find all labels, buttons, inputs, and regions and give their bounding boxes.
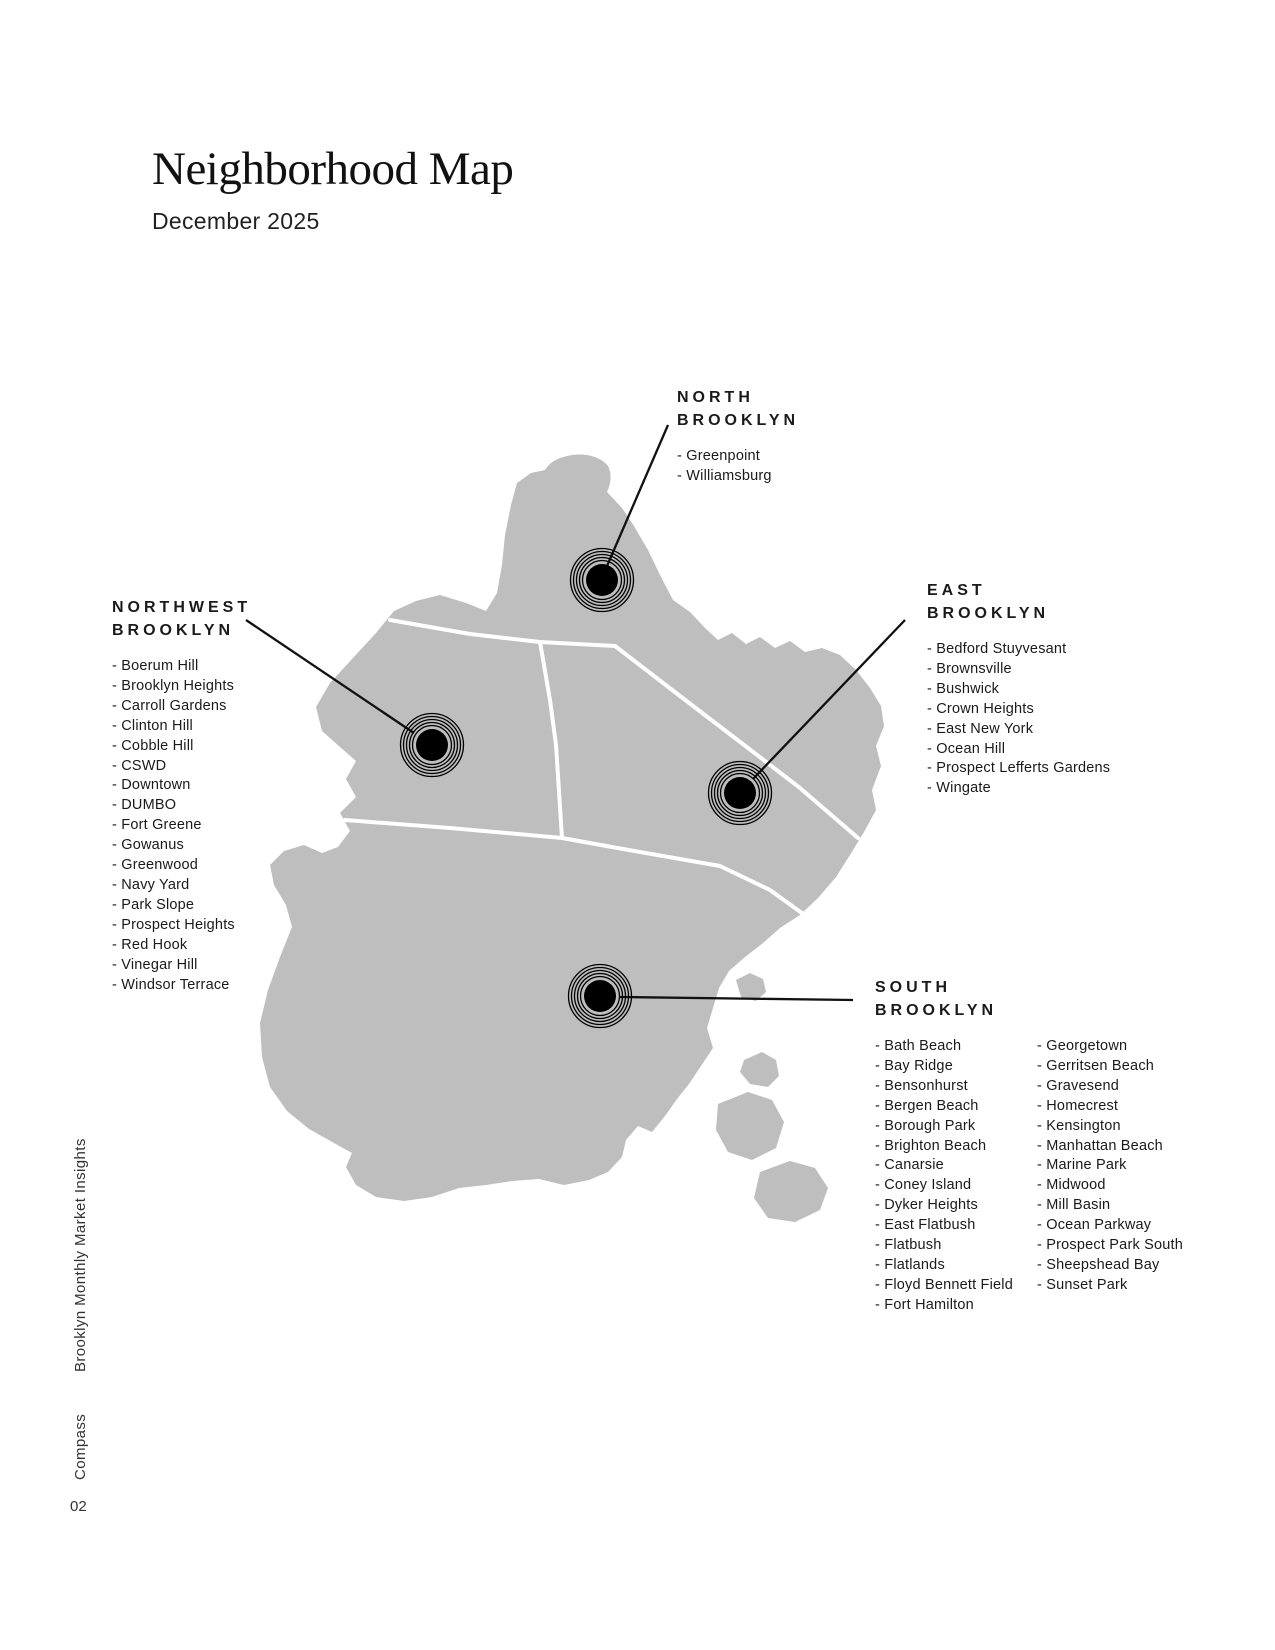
neighborhood-item: - Fort Hamilton bbox=[875, 1296, 974, 1313]
island bbox=[736, 973, 766, 1001]
neighborhood-item: - Homecrest bbox=[1037, 1097, 1119, 1114]
region-border-south bbox=[343, 818, 808, 918]
neighborhood-item: - Bay Ridge bbox=[875, 1057, 953, 1074]
neighborhood-item: - Bedford Stuyvesant bbox=[927, 641, 1067, 657]
region-border-north bbox=[388, 618, 617, 648]
neighborhood-item: - Prospect Heights bbox=[112, 916, 235, 933]
neighborhood-item: - Canarsie bbox=[875, 1157, 944, 1174]
page-title: Neighborhood Map bbox=[152, 143, 514, 195]
region-heading-south: SOUTH BROOKLYN bbox=[875, 979, 998, 1019]
region-border-northwest-east bbox=[538, 640, 564, 840]
neighborhood-item: - East New York bbox=[927, 720, 1034, 737]
neighborhood-item: - Windsor Terrace bbox=[112, 976, 230, 993]
neighborhood-item: - Clinton Hill bbox=[112, 717, 193, 734]
region-heading-northwest: NORTHWEST BROOKLYN bbox=[112, 599, 252, 639]
neighborhood-item: - Kensington bbox=[1037, 1117, 1121, 1134]
page-number: 02 bbox=[70, 1498, 87, 1515]
neighborhood-item: - Bensonhurst bbox=[875, 1077, 968, 1094]
region-heading-east: EAST BROOKLYN bbox=[927, 582, 1050, 622]
neighborhood-list-east: - Bedford Stuyvesant - Brownsville - Bushw… bbox=[927, 640, 1110, 799]
brooklyn-map-silhouette bbox=[260, 454, 884, 1202]
neighborhood-item: - Marine Park bbox=[1037, 1157, 1127, 1174]
neighborhood-item: - Vinegar Hill bbox=[112, 956, 198, 973]
leader-line-east bbox=[752, 619, 906, 780]
island bbox=[740, 1052, 779, 1087]
neighborhood-item: - DUMBO bbox=[112, 797, 177, 814]
neighborhood-item: - Ocean Parkway bbox=[1037, 1217, 1152, 1234]
neighborhood-item: - Cobble Hill bbox=[112, 737, 194, 754]
region-border-east-diagonal bbox=[613, 644, 860, 840]
region-marker-south bbox=[567, 963, 633, 1029]
region-marker-east bbox=[707, 760, 773, 826]
report-name-vertical: Brooklyn Monthly Market Insights bbox=[72, 1138, 89, 1372]
neighborhood-item: - Gerritsen Beach bbox=[1037, 1057, 1155, 1074]
neighborhood-item: - Midwood bbox=[1037, 1177, 1106, 1194]
leader-line-northwest bbox=[245, 619, 415, 734]
neighborhood-item: - Downtown bbox=[112, 777, 191, 794]
neighborhood-item: - Dyker Heights bbox=[875, 1197, 978, 1214]
neighborhood-item: - Manhattan Beach bbox=[1037, 1137, 1163, 1154]
neighborhood-item: - Greenpoint bbox=[677, 448, 760, 464]
region-label-east: EAST BROOKLYN - Bedford Stuyvesant - Brow… bbox=[927, 579, 1110, 799]
neighborhood-item: - Brighton Beach bbox=[875, 1137, 987, 1154]
neighborhood-item: - Sunset Park bbox=[1037, 1276, 1128, 1293]
neighborhood-item: - Brownsville bbox=[927, 660, 1012, 677]
page-subtitle: December 2025 bbox=[152, 208, 320, 234]
neighborhood-list-south-col2: - Georgetown - Gerritsen Beach - Gravesend… bbox=[1037, 1037, 1183, 1316]
neighborhood-item: - Prospect Lefferts Gardens bbox=[927, 760, 1111, 777]
leader-line-north bbox=[605, 424, 670, 567]
neighborhood-item: - Brooklyn Heights bbox=[112, 677, 235, 694]
island bbox=[754, 1161, 828, 1222]
neighborhood-item: - Floyd Bennett Field bbox=[875, 1276, 1013, 1293]
neighborhood-item: - East Flatbush bbox=[875, 1217, 976, 1234]
neighborhood-item: - Prospect Park South bbox=[1037, 1237, 1184, 1254]
neighborhood-item: - Navy Yard bbox=[112, 876, 190, 893]
neighborhood-item: - Bath Beach bbox=[875, 1038, 962, 1054]
neighborhood-item: - Coney Island bbox=[875, 1177, 972, 1194]
neighborhood-item: - Williamsburg bbox=[677, 467, 772, 484]
neighborhood-list-northwest: - Boerum Hill - Brooklyn Heights - Carroll… bbox=[112, 657, 251, 995]
neighborhood-item: - Gowanus bbox=[112, 837, 184, 854]
neighborhood-item: - Crown Heights bbox=[927, 700, 1034, 717]
region-marker-north bbox=[569, 547, 635, 613]
leader-line-south bbox=[619, 995, 854, 1002]
region-label-south: SOUTH BROOKLYN - Bath Beach - Bay Ridge - … bbox=[875, 976, 1183, 1316]
neighborhood-item: - Georgetown bbox=[1037, 1038, 1128, 1054]
neighborhood-item: - Sheepshead Bay bbox=[1037, 1256, 1160, 1273]
neighborhood-list-south-col1: - Bath Beach - Bay Ridge - Bensonhurst - Be… bbox=[875, 1037, 1037, 1316]
island bbox=[716, 1092, 784, 1160]
neighborhood-item: - Borough Park bbox=[875, 1117, 976, 1134]
neighborhood-item: - Wingate bbox=[927, 780, 991, 797]
neighborhood-item: - Mill Basin bbox=[1037, 1197, 1111, 1214]
region-label-northwest: NORTHWEST BROOKLYN - Boerum Hill - Brookl… bbox=[112, 596, 251, 995]
neighborhood-item: - Ocean Hill bbox=[927, 740, 1006, 757]
region-heading-north: NORTH BROOKLYN bbox=[677, 389, 800, 429]
brand-name-vertical: Compass bbox=[72, 1413, 89, 1480]
neighborhood-item: - Gravesend bbox=[1037, 1077, 1119, 1094]
neighborhood-item: - Carroll Gardens bbox=[112, 697, 227, 714]
neighborhood-item: - Bushwick bbox=[927, 680, 1000, 697]
neighborhood-item: - Park Slope bbox=[112, 896, 195, 913]
title-block: Neighborhood Map December 2025 bbox=[152, 143, 514, 234]
neighborhood-item: - Boerum Hill bbox=[112, 658, 199, 674]
neighborhood-item: - Greenwood bbox=[112, 857, 199, 874]
region-marker-northwest bbox=[399, 712, 465, 778]
neighborhood-item: - CSWD bbox=[112, 757, 167, 774]
neighborhood-item: - Flatbush bbox=[875, 1237, 942, 1254]
neighborhood-item: - Fort Greene bbox=[112, 817, 202, 834]
neighborhood-item: - Bergen Beach bbox=[875, 1097, 979, 1114]
neighborhood-item: - Red Hook bbox=[112, 936, 188, 953]
neighborhood-item: - Flatlands bbox=[875, 1256, 945, 1273]
region-label-north: NORTH BROOKLYN - Greenpoint - Williamsbur… bbox=[677, 386, 799, 487]
neighborhood-list-north: - Greenpoint - Williamsburg bbox=[677, 447, 799, 487]
